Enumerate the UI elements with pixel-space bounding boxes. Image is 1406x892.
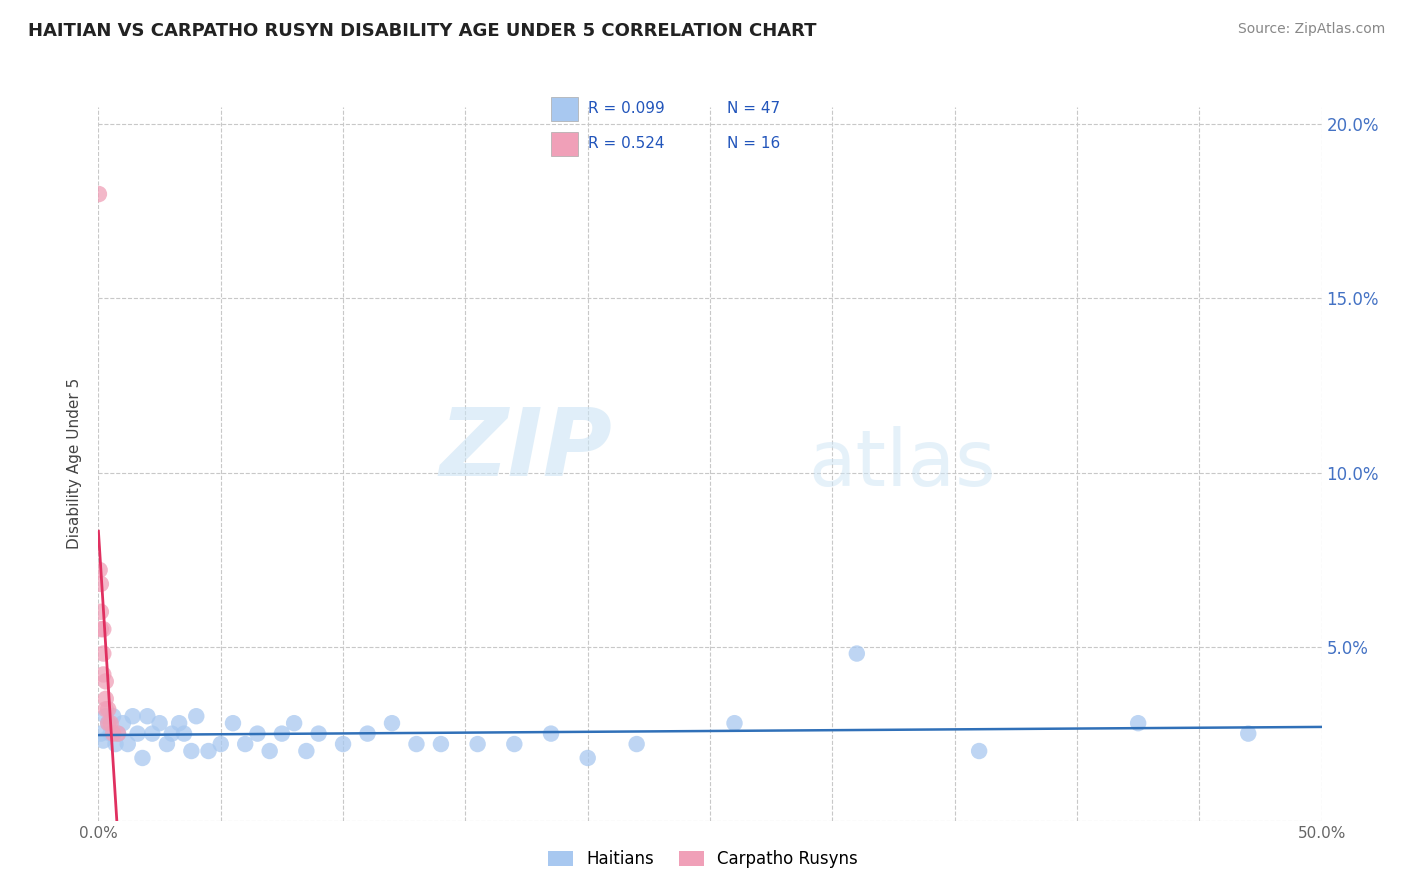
Point bbox=[295, 744, 318, 758]
Point bbox=[91, 622, 114, 636]
Text: atlas: atlas bbox=[808, 425, 995, 502]
Point bbox=[259, 744, 281, 758]
Point bbox=[405, 737, 427, 751]
Point bbox=[94, 691, 117, 706]
Point bbox=[131, 751, 153, 765]
Point bbox=[121, 709, 143, 723]
Point bbox=[117, 737, 139, 751]
Point bbox=[332, 737, 354, 751]
Point bbox=[1128, 716, 1150, 731]
Text: N = 47: N = 47 bbox=[727, 102, 780, 117]
Point bbox=[180, 744, 202, 758]
Text: R = 0.099: R = 0.099 bbox=[588, 102, 665, 117]
Point bbox=[101, 726, 124, 740]
Point bbox=[467, 737, 489, 751]
Point bbox=[381, 716, 404, 731]
Point bbox=[283, 716, 305, 731]
Point bbox=[89, 563, 111, 577]
Point bbox=[90, 622, 112, 636]
Point bbox=[576, 751, 599, 765]
Text: ZIP: ZIP bbox=[439, 403, 612, 496]
Point bbox=[356, 726, 378, 740]
Point bbox=[94, 674, 117, 689]
Text: R = 0.524: R = 0.524 bbox=[588, 136, 664, 152]
Text: HAITIAN VS CARPATHO RUSYN DISABILITY AGE UNDER 5 CORRELATION CHART: HAITIAN VS CARPATHO RUSYN DISABILITY AGE… bbox=[28, 22, 817, 40]
Point bbox=[270, 726, 294, 740]
Point bbox=[97, 716, 120, 731]
Point bbox=[141, 726, 163, 740]
Point bbox=[90, 577, 112, 591]
Point bbox=[90, 726, 112, 740]
Point bbox=[101, 709, 124, 723]
Point bbox=[94, 702, 117, 716]
Point bbox=[430, 737, 453, 751]
Point bbox=[97, 702, 120, 716]
Point bbox=[100, 716, 122, 731]
Point bbox=[107, 726, 129, 740]
Legend: Haitians, Carpatho Rusyns: Haitians, Carpatho Rusyns bbox=[541, 844, 865, 875]
Point bbox=[94, 709, 117, 723]
Point bbox=[107, 726, 129, 740]
Point bbox=[90, 605, 112, 619]
Point bbox=[246, 726, 269, 740]
Point bbox=[209, 737, 232, 751]
Point bbox=[104, 737, 127, 751]
Bar bbox=[551, 97, 578, 121]
Point bbox=[222, 716, 245, 731]
Point bbox=[100, 726, 122, 740]
Point bbox=[97, 716, 120, 731]
Point bbox=[186, 709, 208, 723]
Point bbox=[160, 726, 183, 740]
Point bbox=[87, 187, 110, 202]
Point bbox=[197, 744, 219, 758]
Point bbox=[626, 737, 648, 751]
Point bbox=[233, 737, 256, 751]
Text: Source: ZipAtlas.com: Source: ZipAtlas.com bbox=[1237, 22, 1385, 37]
Point bbox=[308, 726, 330, 740]
Y-axis label: Disability Age Under 5: Disability Age Under 5 bbox=[67, 378, 83, 549]
Bar bbox=[551, 132, 578, 156]
Point bbox=[127, 726, 149, 740]
Point bbox=[91, 667, 114, 681]
Point bbox=[845, 647, 868, 661]
Point bbox=[173, 726, 195, 740]
Point bbox=[136, 709, 159, 723]
Text: N = 16: N = 16 bbox=[727, 136, 780, 152]
Point bbox=[503, 737, 526, 751]
Point bbox=[167, 716, 190, 731]
Point bbox=[149, 716, 172, 731]
Point bbox=[111, 716, 134, 731]
Point bbox=[91, 647, 114, 661]
Point bbox=[540, 726, 562, 740]
Point bbox=[967, 744, 990, 758]
Point bbox=[1237, 726, 1260, 740]
Point bbox=[91, 733, 114, 747]
Point bbox=[156, 737, 179, 751]
Point bbox=[723, 716, 745, 731]
